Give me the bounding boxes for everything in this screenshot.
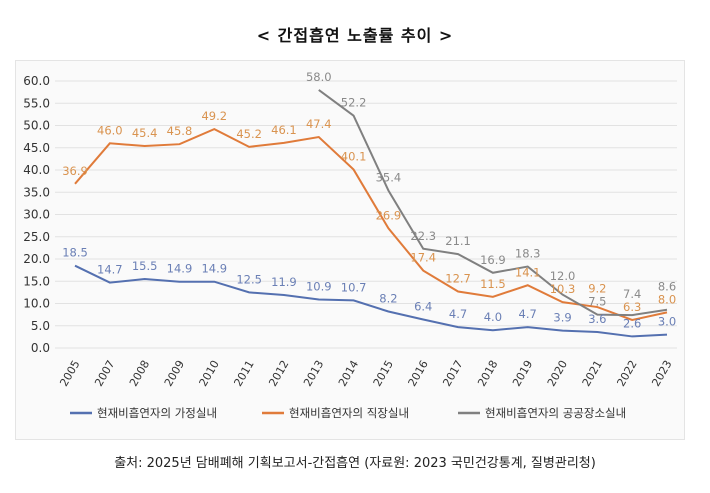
- data-label: 49.2: [201, 109, 227, 123]
- x-tick-label: 2014: [336, 358, 361, 389]
- x-tick-label: 2020: [545, 358, 570, 389]
- data-label: 18.5: [62, 246, 88, 260]
- series-line-1: [74, 264, 668, 338]
- data-label: 10.3: [550, 282, 576, 296]
- x-tick-label: 2008: [127, 358, 152, 389]
- x-tick-label: 2013: [301, 358, 326, 389]
- data-label: 12.0: [550, 269, 576, 283]
- data-label: 45.2: [236, 127, 262, 141]
- data-label: 14.1: [515, 265, 541, 279]
- x-tick-label: 2015: [371, 358, 396, 389]
- y-tick-label: 5.0: [31, 319, 50, 333]
- x-tick-label: 2017: [440, 358, 465, 389]
- data-label: 7.4: [623, 287, 641, 301]
- x-tick-label: 2018: [475, 358, 500, 389]
- y-tick-label: 35.0: [23, 185, 50, 199]
- data-label: 58.0: [306, 70, 332, 84]
- data-label: 45.8: [167, 124, 193, 138]
- data-label: 46.0: [97, 123, 123, 137]
- data-label: 14.7: [97, 263, 123, 277]
- y-tick-label: 25.0: [23, 230, 50, 244]
- data-label: 16.9: [480, 253, 506, 267]
- data-label: 47.4: [306, 117, 332, 131]
- data-label: 3.0: [658, 315, 676, 329]
- data-label: 4.0: [484, 310, 502, 324]
- data-label: 40.1: [341, 150, 367, 164]
- y-tick-label: 50.0: [23, 119, 50, 133]
- y-tick-label: 40.0: [23, 163, 50, 177]
- y-tick-label: 10.0: [23, 297, 50, 311]
- data-label: 45.4: [132, 126, 158, 140]
- data-label: 12.7: [445, 271, 471, 285]
- data-label: 22.3: [410, 229, 436, 243]
- chart-area: [15, 60, 685, 440]
- series-line-3: [318, 89, 668, 317]
- data-label: 2.6: [623, 316, 641, 330]
- x-tick-label: 2007: [92, 358, 117, 389]
- data-label: 17.4: [410, 251, 436, 265]
- data-label: 8.6: [658, 279, 676, 293]
- x-tick-label: 2010: [197, 358, 222, 389]
- legend-label: 현재비흡연자의 공공장소실내: [485, 406, 626, 420]
- data-label: 46.1: [271, 123, 297, 137]
- data-label: 11.5: [480, 277, 506, 291]
- data-label: 10.9: [306, 279, 332, 293]
- data-label: 52.2: [341, 96, 367, 110]
- y-tick-label: 55.0: [23, 96, 50, 110]
- data-label: 8.2: [379, 292, 397, 306]
- y-tick-label: 60.0: [23, 74, 50, 88]
- y-tick-label: 0.0: [31, 341, 50, 355]
- legend-label: 현재비흡연자의 직장실내: [289, 406, 409, 420]
- data-label: 9.2: [588, 282, 606, 296]
- y-tick-label: 15.0: [23, 274, 50, 288]
- data-label: 26.9: [376, 208, 402, 222]
- y-tick-label: 45.0: [23, 141, 50, 155]
- data-label: 3.6: [588, 312, 606, 326]
- x-tick-label: 2011: [231, 358, 256, 389]
- data-label: 36.9: [62, 164, 88, 178]
- source-note: 출처: 2025년 담배폐해 기획보고서-간접흡연 (자료원: 2023 국민건…: [114, 456, 596, 471]
- y-tick-label: 20.0: [23, 252, 50, 266]
- x-tick-label: 2016: [406, 358, 431, 389]
- data-label: 10.7: [341, 280, 367, 294]
- chart-title: < 간접흡연 노출률 추이 >: [256, 26, 454, 45]
- x-tick-label: 2021: [580, 358, 605, 389]
- data-label: 6.4: [414, 300, 432, 314]
- data-label: 12.5: [236, 272, 262, 286]
- data-label: 4.7: [519, 307, 537, 321]
- legend-label: 현재비흡연자의 가정실내: [97, 406, 217, 420]
- data-label: 14.9: [167, 262, 193, 276]
- data-label: 14.9: [201, 262, 227, 276]
- data-label: 21.1: [445, 234, 471, 248]
- data-label: 8.0: [658, 292, 676, 306]
- x-tick-label: 2023: [649, 358, 674, 389]
- x-tick-label: 2005: [57, 358, 82, 389]
- x-tick-label: 2022: [615, 358, 640, 389]
- x-tick-label: 2012: [266, 358, 291, 389]
- y-tick-label: 30.0: [23, 208, 50, 222]
- x-tick-label: 2009: [162, 358, 187, 389]
- x-tick-label: 2019: [510, 358, 535, 389]
- data-label: 6.3: [623, 300, 641, 314]
- data-label: 35.4: [376, 170, 402, 184]
- data-label: 7.5: [588, 295, 606, 309]
- data-label: 4.7: [449, 307, 467, 321]
- series-line-2: [74, 127, 668, 322]
- data-label: 18.3: [515, 247, 541, 261]
- data-label: 3.9: [553, 311, 571, 325]
- data-label: 15.5: [132, 259, 158, 273]
- data-label: 11.9: [271, 275, 297, 289]
